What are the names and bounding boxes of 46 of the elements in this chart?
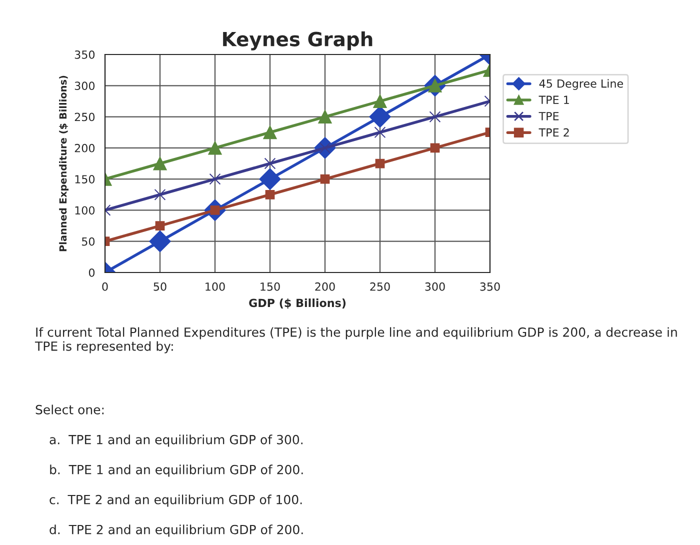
point [373,94,387,108]
text: If current Total Planned Expenditures (TPE) is the purple line and equilibrium GDP is 200, a decrease in TPE is represented by: [34,327,677,354]
point [208,141,222,155]
point [265,190,275,200]
point [430,143,440,153]
text: d. TPE 2 and an equilibrium GDP of 200. [50,524,303,537]
y-tick-label: 300 [74,82,95,90]
point [263,126,277,140]
point [264,158,276,170]
x-tick-label: 150 [260,282,280,291]
text: a. TPE 1 and an equilibrium GDP of 300. [50,434,303,447]
y-tick-label: 0 [88,268,95,277]
legend-label: TPE [538,112,559,120]
y-tick-label: 100 [75,206,95,215]
text: c. TPE 2 and an equilibrium GDP of 100. [50,494,302,507]
y-tick-label: 350 [74,50,95,59]
point [149,230,171,252]
x-tick-label: 200 [315,282,335,291]
point [153,156,167,170]
legend-label: 45 Degree Line [539,79,624,90]
text: b. TPE 1 and an equilibrium GDP of 200. [50,464,303,477]
point [259,168,281,190]
text: Select one: [36,404,104,414]
point [209,173,221,185]
x-tick-label: 250 [370,282,390,291]
legend-label: TPE 2 [538,128,569,137]
y-tick-label: 200 [74,144,95,152]
point [320,174,330,184]
x-tick-label: 0 [102,282,108,291]
y-tick-label: 150 [75,175,95,184]
point [318,110,332,124]
point [429,111,441,123]
y-tick-label: 250 [74,112,95,122]
chart-title: Keynes Graph [223,31,372,50]
x-axis-title: GDP ($ Billions) [249,298,346,309]
point [155,221,165,230]
point [375,158,385,168]
point [154,188,166,200]
legend-label: TPE 1 [538,96,569,104]
y-axis-title: Planned Expenditure ($ Billions) [59,76,69,252]
y-tick-label: 50 [82,237,95,246]
x-tick-label: 50 [154,282,166,291]
x-tick-label: 300 [425,282,445,291]
point [374,126,386,138]
x-tick-label: 350 [480,282,500,291]
x-tick-label: 100 [206,282,225,291]
